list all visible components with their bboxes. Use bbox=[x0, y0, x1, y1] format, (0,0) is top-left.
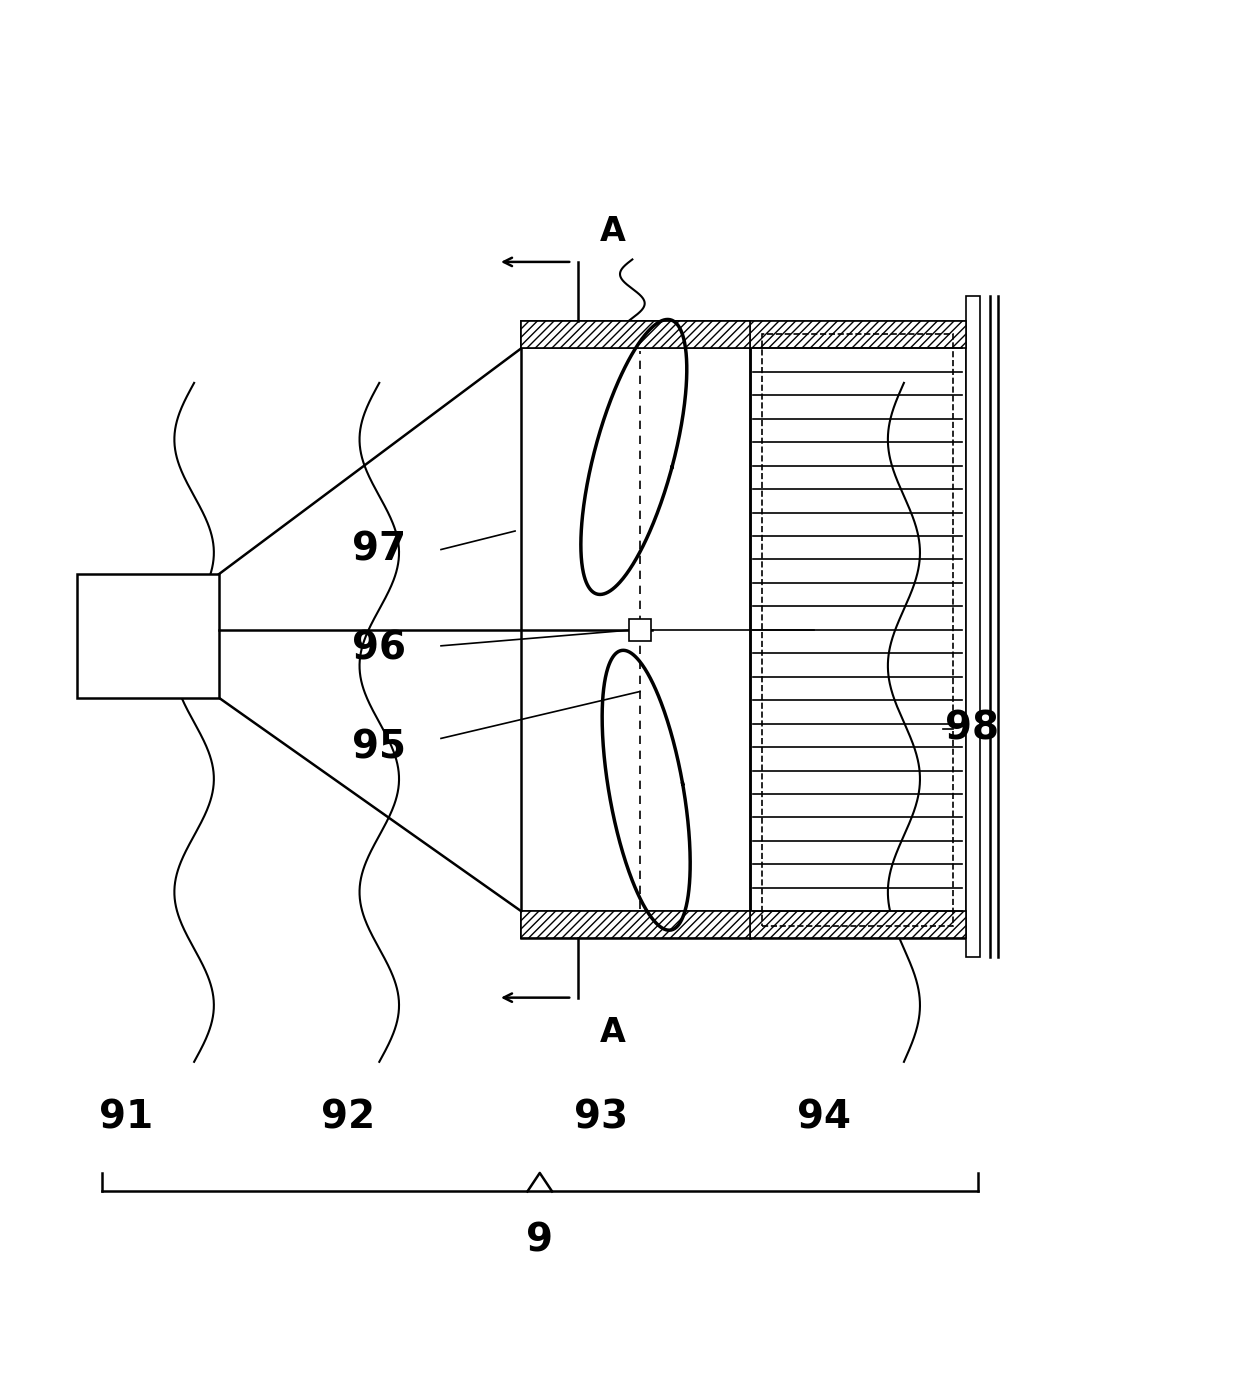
Text: 9: 9 bbox=[526, 1221, 553, 1260]
Text: A: A bbox=[600, 1015, 626, 1048]
Text: 93: 93 bbox=[574, 1098, 629, 1137]
Bar bbox=[521, 911, 750, 939]
Bar bbox=[521, 321, 750, 349]
Bar bbox=[629, 618, 651, 640]
Bar bbox=[77, 574, 218, 697]
Bar bbox=[966, 296, 981, 957]
Bar bbox=[521, 911, 750, 939]
Text: 91: 91 bbox=[99, 1098, 154, 1137]
Bar bbox=[750, 321, 966, 349]
Text: 97: 97 bbox=[352, 531, 407, 568]
Bar bbox=[750, 911, 966, 939]
Text: 94: 94 bbox=[796, 1098, 851, 1137]
Bar bbox=[750, 321, 966, 939]
Text: 92: 92 bbox=[321, 1098, 376, 1137]
Bar bbox=[761, 333, 954, 927]
Text: 98: 98 bbox=[945, 709, 998, 748]
Text: 95: 95 bbox=[352, 727, 407, 766]
Bar bbox=[521, 321, 750, 939]
Text: A: A bbox=[600, 214, 626, 248]
Bar bbox=[521, 321, 750, 349]
Text: 96: 96 bbox=[352, 629, 407, 667]
